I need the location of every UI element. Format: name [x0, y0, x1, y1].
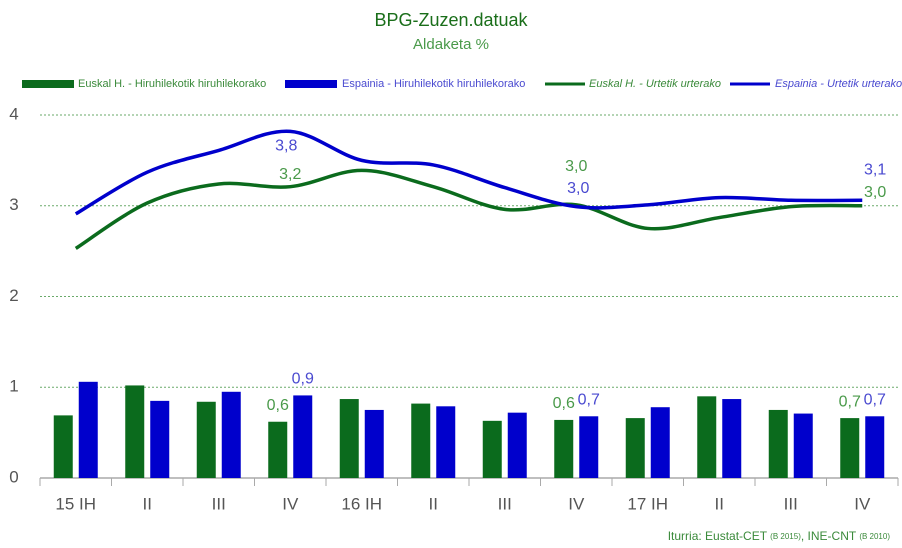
- x-tick-label: 17 IH: [627, 494, 668, 513]
- x-tick-label: III: [212, 494, 226, 513]
- data-label: 3,2: [279, 166, 301, 183]
- data-label: 0,7: [839, 393, 861, 410]
- x-tick-label: IV: [568, 494, 585, 513]
- source-part: , INE-CNT: [801, 529, 859, 543]
- bar: [507, 412, 527, 478]
- y-tick-label: 4: [9, 104, 18, 123]
- data-label: 0,6: [267, 397, 289, 414]
- x-tick-label: 15 IH: [55, 494, 96, 513]
- x-tick-label: 16 IH: [341, 494, 382, 513]
- data-label: 0,7: [864, 392, 886, 409]
- x-tick-label: IV: [282, 494, 299, 513]
- bar: [697, 396, 717, 478]
- legend-label: Espainia - Hiruhilekotik hiruhilekorako: [342, 78, 525, 90]
- chart-title: BPG-Zuzen.datuak: [374, 10, 528, 30]
- chart-subtitle: Aldaketa %: [413, 36, 489, 53]
- data-label: 3,0: [567, 180, 589, 197]
- y-tick-label: 1: [9, 377, 18, 396]
- bar: [221, 391, 241, 478]
- x-tick-label: II: [715, 494, 724, 513]
- source-part: Iturria: Eustat-CET: [668, 529, 770, 543]
- bar: [150, 400, 170, 478]
- line: [74, 129, 863, 216]
- y-tick-label: 2: [9, 286, 18, 305]
- bar: [768, 409, 788, 478]
- bar: [436, 406, 456, 478]
- x-tick-label: II: [429, 494, 438, 513]
- legend-label: Espainia - Urtetik urterako: [775, 78, 902, 90]
- bar: [196, 401, 216, 478]
- data-label: 0,9: [292, 371, 314, 388]
- legend-swatch: [285, 80, 337, 88]
- source-part: (B 2015): [770, 532, 801, 541]
- y-tick-label: 3: [9, 195, 18, 214]
- bar: [554, 419, 574, 478]
- bar: [650, 407, 670, 478]
- bar: [125, 385, 145, 478]
- bar: [268, 421, 288, 478]
- bar: [293, 395, 313, 478]
- source-part: (B 2010): [859, 532, 890, 541]
- bar: [364, 409, 384, 478]
- line: [74, 168, 863, 250]
- bar: [339, 399, 359, 478]
- bar: [793, 413, 813, 478]
- data-label: 3,0: [864, 184, 886, 201]
- data-label: 3,1: [864, 162, 886, 179]
- y-tick-label: 0: [9, 467, 18, 486]
- legend-swatch: [22, 80, 74, 88]
- bar: [53, 415, 73, 478]
- legend-label: Euskal H. - Urtetik urterako: [589, 78, 721, 90]
- data-label: 0,7: [578, 392, 600, 409]
- legend-label: Euskal H. - Hiruhilekotik hiruhilekorako: [78, 78, 266, 90]
- bar: [579, 416, 599, 478]
- x-tick-label: II: [143, 494, 152, 513]
- bar: [78, 381, 98, 478]
- bar: [722, 399, 742, 478]
- x-tick-label: IV: [854, 494, 871, 513]
- data-label: 3,8: [275, 138, 297, 155]
- x-tick-label: III: [784, 494, 798, 513]
- bar: [865, 416, 885, 478]
- bar: [411, 403, 431, 478]
- bar: [625, 418, 645, 478]
- x-tick-label: III: [498, 494, 512, 513]
- data-label: 3,0: [565, 158, 587, 175]
- bar: [840, 418, 860, 478]
- bar: [482, 420, 502, 478]
- source: Iturria: Eustat-CET (B 2015), INE-CNT (B…: [668, 529, 891, 543]
- data-label: 0,6: [553, 395, 575, 412]
